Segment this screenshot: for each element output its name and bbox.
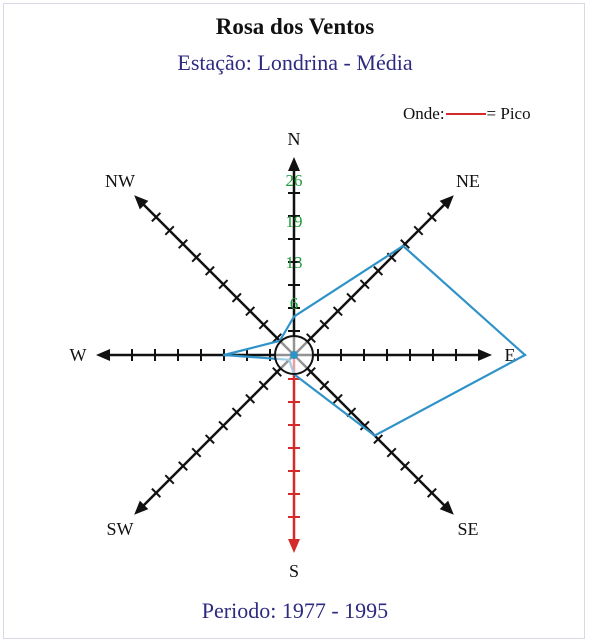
axis-tick [218,420,229,431]
direction-label-n: N [288,129,301,149]
axis-arrow-sw [134,500,149,515]
data-point-w [222,353,226,357]
axis-arrow-nw [134,195,149,210]
scale-label: 13 [286,253,303,272]
direction-label-e: E [505,345,516,365]
axis-tick [373,434,384,445]
axis-ne [293,201,448,356]
axis-tick [386,447,397,458]
axis-tick [231,292,242,303]
direction-label-nw: NW [105,171,135,191]
axis-tick [204,434,215,445]
scale-label: 26 [286,171,303,190]
axis-nw [140,201,295,356]
scale-label: 6 [290,294,299,313]
data-point-se [373,434,376,437]
chart-footer: Periodo: 1977 - 1995 [201,598,389,623]
scale-label: 19 [286,212,303,231]
axis-tick [258,380,269,391]
axis-tick [306,333,316,343]
axis-tick [204,265,215,276]
direction-label-s: S [289,561,299,581]
axis-tick [191,252,202,263]
direction-label-ne: NE [456,171,480,191]
data-point-e [523,353,527,357]
axis-arrow-ne [439,195,454,210]
axis-tick [413,225,424,236]
axis-sw [140,354,295,509]
axis-tick [359,420,370,431]
axis-tick [178,461,188,471]
data-point-n [292,315,296,318]
axis-tick [413,474,424,485]
axis-tick [426,487,437,498]
legend-suffix: = Pico [486,104,531,123]
axis-tick [272,367,282,377]
axis-tick [319,319,330,330]
legend: Onde: = Pico [403,104,531,124]
direction-label-w: W [70,345,87,365]
axis-arrow-n [288,157,300,171]
direction-label-sw: SW [107,519,134,539]
axis-arrow-s [288,539,300,553]
axis-tick [306,367,316,377]
chart-title: Rosa dos Ventos [215,14,375,39]
axis-tick [231,407,242,418]
axis-tick [373,265,384,276]
data-point-ne [401,244,405,248]
axis-tick [178,239,188,249]
axis-tick [346,292,357,303]
axis-tick [426,212,437,223]
center-dot [290,351,298,359]
direction-label-se: SE [457,519,478,539]
chart-subtitle: Estação: Londrina - Média [177,50,413,75]
axis-arrow-e [478,349,492,361]
axis-tick [164,474,175,485]
axis-tick [258,319,269,330]
legend-prefix: Onde: [403,104,445,123]
axis-tick [191,447,202,458]
axis-tick [218,279,229,290]
axis-tick [151,487,162,498]
axis-arrow-w [96,349,110,361]
axis-tick [332,393,343,404]
axis-tick [332,306,343,317]
axis-tick [164,225,175,236]
axis-tick [319,380,330,391]
axis-tick [400,239,410,249]
axis-tick [359,279,370,290]
axis-tick [245,306,256,317]
axis-tick [245,393,256,404]
legend-peak-swatch [445,113,486,116]
axis-tick [151,212,162,223]
axis-tick [400,461,410,471]
axis-tick [272,333,282,343]
axis-arrow-se [439,500,454,515]
